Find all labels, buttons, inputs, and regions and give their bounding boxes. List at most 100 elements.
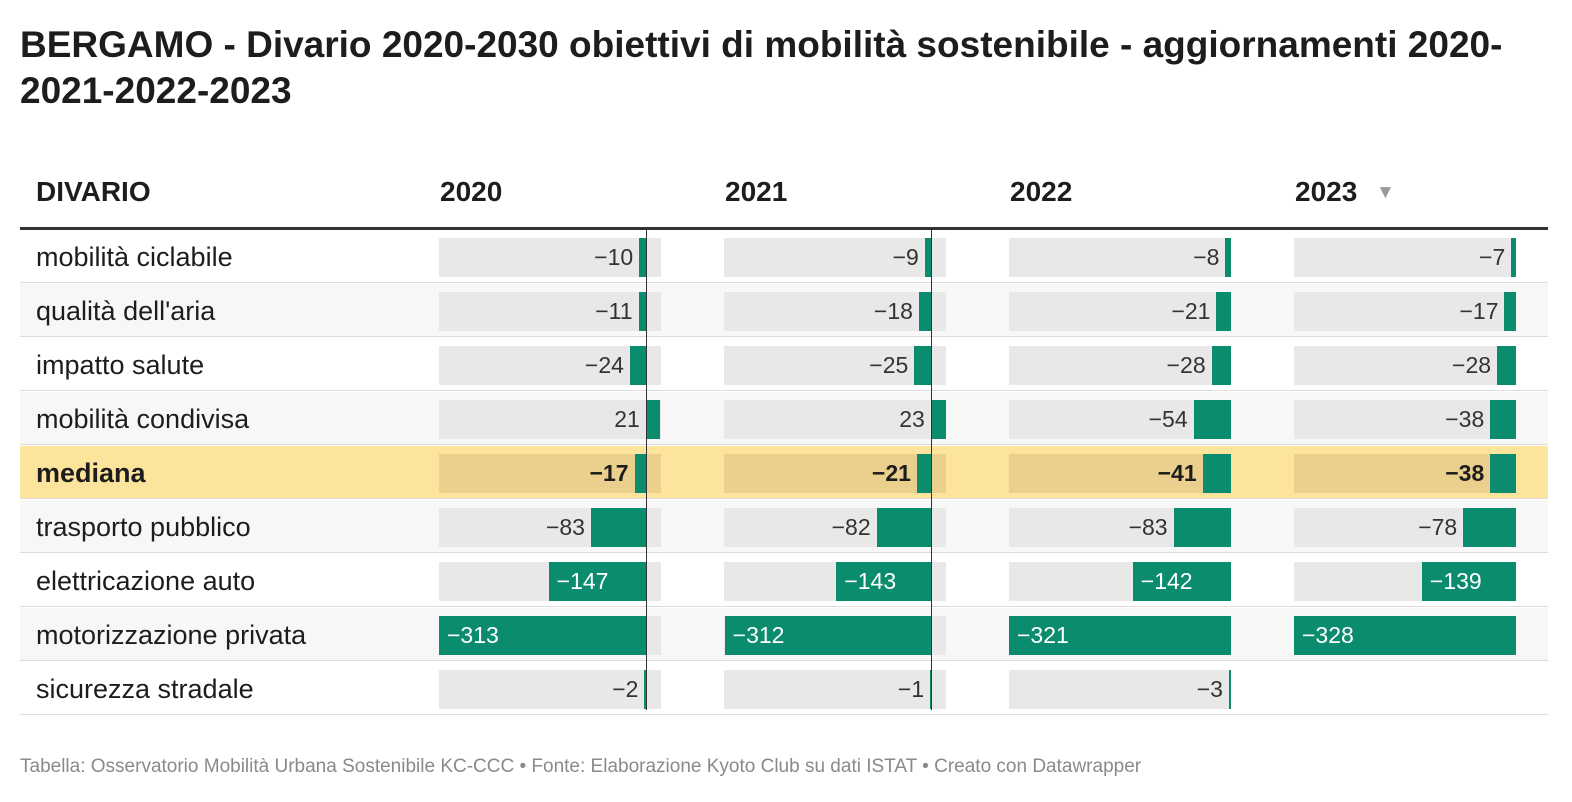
zero-line-2021 [930,230,933,710]
bar-background-2023 [1294,400,1516,439]
row-label: sicurezza stradale [36,674,254,704]
bar-background-2020 [439,454,661,493]
value-label-impatto-salute-2020: −24 [584,352,624,378]
bar-mediana-2023 [1490,454,1516,493]
column-header-divario[interactable]: DIVARIO [36,176,151,207]
bar-mobilit-ciclabile-2022 [1225,238,1231,277]
bar-mediana-2021 [916,454,931,493]
bar-mobilit-condivisa-2020 [645,400,660,439]
bar-background-2020 [439,238,661,277]
bar-background-2021 [724,292,946,331]
chart-title: BERGAMO - Divario 2020-2030 obiettivi di… [20,24,1503,111]
value-label-impatto-salute-2022: −28 [1166,352,1206,378]
value-label-mobilit-condivisa-2023: −38 [1445,406,1485,432]
column-header-2023[interactable]: 2023 [1295,176,1358,207]
value-label-trasporto-pubblico-2020: −83 [545,514,585,540]
value-label-mobilit-condivisa-2020: 21 [614,406,640,432]
bar-impatto-salute-2023 [1497,346,1516,385]
row-label: trasporto pubblico [36,512,251,542]
value-label-mediana-2022: −41 [1157,460,1197,486]
bar-mobilit-ciclabile-2021 [924,238,931,277]
row-label: qualità dell'aria [36,296,216,326]
bar-impatto-salute-2021 [914,346,931,385]
value-label-trasporto-pubblico-2021: −82 [831,514,871,540]
bar-background-2022 [1009,454,1231,493]
bar-background-2021 [724,670,946,709]
row-label: motorizzazione privata [36,620,307,650]
table-row: qualità dell'aria −11 −18 −21 −17 [20,284,1548,337]
bar-sicurezza-stradale-2022 [1228,670,1231,709]
bar-background-2023 [1294,238,1516,277]
value-label-mobilit-ciclabile-2022: −8 [1193,244,1220,270]
bar-background-2020 [439,670,661,709]
header-divider [20,227,1548,230]
bar-mediana-2020 [634,454,646,493]
table-row: elettricazione auto −147 −143 −142 −139 [20,554,1548,607]
bar-sicurezza-stradale-2020 [644,670,647,709]
column-header-2021[interactable]: 2021 [725,176,788,207]
footer-credits: Tabella: Osservatorio Mobilità Urbana So… [20,756,1142,777]
value-label-elettricazione-auto-2022: −142 [1140,568,1193,594]
bar-trasporto-pubblico-2022 [1173,508,1231,547]
bar-impatto-salute-2020 [629,346,646,385]
bar-mobilit-ciclabile-2023 [1511,238,1516,277]
bar-impatto-salute-2022 [1211,346,1231,385]
bar-motorizzazione-privata-2022 [1009,616,1231,655]
bar-background-2022 [1009,238,1231,277]
bar-background-2023 [1294,454,1516,493]
value-label-sicurezza-stradale-2022: −3 [1196,676,1223,702]
bar-qualit-dell-aria-2020 [638,292,646,331]
column-header-2022[interactable]: 2022 [1010,176,1073,207]
table-row: mobilità condivisa 21 23 −54 −38 [20,392,1548,445]
value-label-motorizzazione-privata-2021: −312 [732,622,785,648]
value-label-elettricazione-auto-2021: −143 [844,568,897,594]
bar-trasporto-pubblico-2023 [1463,508,1516,547]
bar-trasporto-pubblico-2020 [590,508,646,547]
sort-descending-icon[interactable]: ▼ [1376,182,1395,203]
bar-background-2022 [1009,346,1231,385]
bar-background-2020 [439,400,661,439]
row-label: elettricazione auto [36,566,256,596]
value-label-sicurezza-stradale-2021: −1 [897,676,925,702]
row-label: impatto salute [36,350,205,380]
bar-motorizzazione-privata-2020 [439,616,646,655]
bar-mobilit-condivisa-2022 [1193,400,1231,439]
bar-background-2021 [724,238,946,277]
value-label-sicurezza-stradale-2020: −2 [612,676,639,702]
bar-background-2020 [439,292,661,331]
value-label-mobilit-ciclabile-2020: −10 [594,244,634,270]
value-label-elettricazione-auto-2023: −139 [1429,568,1482,594]
value-label-mobilit-ciclabile-2021: −9 [892,244,919,270]
table-row: motorizzazione privata −313 −312 −321 −328 [20,608,1548,661]
value-label-motorizzazione-privata-2023: −328 [1302,622,1354,648]
table-row: mediana −17 −21 −41 −38 [20,446,1548,499]
bar-motorizzazione-privata-2021 [724,616,931,655]
bar-background-2022 [1009,670,1231,709]
bar-background-2023 [1294,346,1516,385]
value-label-impatto-salute-2021: −25 [869,352,909,378]
bar-mobilit-ciclabile-2020 [639,238,646,277]
bar-background-2020 [439,346,661,385]
value-label-trasporto-pubblico-2022: −83 [1128,514,1168,540]
bar-elettricazione-auto-2020 [548,562,646,601]
row-label: mediana [36,458,146,488]
value-label-mediana-2023: −38 [1445,460,1485,486]
bar-qualit-dell-aria-2023 [1504,292,1516,331]
table-row: mobilità ciclabile −10 −9 −8 −7 [20,230,1548,283]
value-label-impatto-salute-2023: −28 [1452,352,1492,378]
bar-qualit-dell-aria-2022 [1216,292,1231,331]
bar-background-2023 [1294,292,1516,331]
table-row: sicurezza stradale −2 −1 −3 [20,662,1548,715]
value-label-motorizzazione-privata-2022: −321 [1017,622,1069,648]
bar-background-2021 [724,400,946,439]
column-header-2020[interactable]: 2020 [440,176,503,207]
bar-qualit-dell-aria-2021 [918,292,931,331]
table-row: impatto salute −24 −25 −28 −28 [20,338,1548,391]
value-label-motorizzazione-privata-2020: −313 [447,622,499,648]
value-label-qualit-dell-aria-2023: −17 [1459,298,1499,324]
table-row: trasporto pubblico −83 −82 −83 −78 [20,500,1548,553]
bar-mobilit-condivisa-2023 [1490,400,1516,439]
value-label-mobilit-condivisa-2021: 23 [899,406,925,432]
value-label-qualit-dell-aria-2021: −18 [873,298,913,324]
value-label-mediana-2020: −17 [589,460,629,486]
